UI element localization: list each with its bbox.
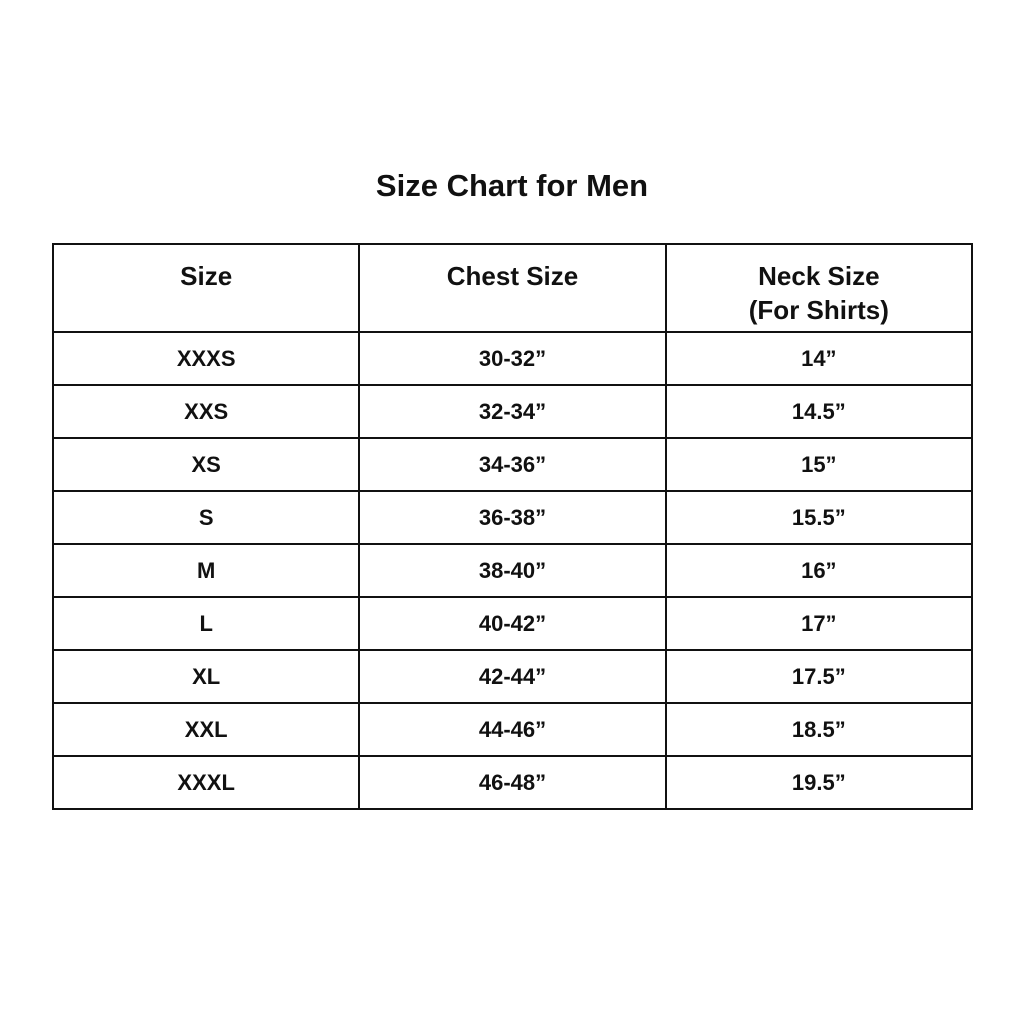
size-cell: XXXS xyxy=(51,331,361,386)
neck-size-cell: 19.5” xyxy=(664,755,974,810)
table-row: XXXL 46-48” 19.5” xyxy=(51,755,974,810)
size-cell: XL xyxy=(51,649,361,704)
size-cell: S xyxy=(51,490,361,545)
size-cell: M xyxy=(51,543,361,598)
table-row: XS 34-36” 15” xyxy=(51,437,974,492)
size-cell: XXL xyxy=(51,702,361,757)
table-row: XL 42-44” 17.5” xyxy=(51,649,974,704)
table-row: XXL 44-46” 18.5” xyxy=(51,702,974,757)
chest-size-cell: 46-48” xyxy=(358,755,667,810)
chest-size-cell: 40-42” xyxy=(358,596,667,651)
page-title: Size Chart for Men xyxy=(375,168,649,203)
chest-size-cell: 32-34” xyxy=(358,384,667,439)
neck-size-cell: 14” xyxy=(664,331,974,386)
neck-size-cell: 17” xyxy=(664,596,974,651)
chest-size-cell: 38-40” xyxy=(358,543,667,598)
chest-size-cell: 44-46” xyxy=(358,702,667,757)
header-neck-size: Neck Size (For Shirts) xyxy=(664,243,974,333)
table-row: S 36-38” 15.5” xyxy=(51,490,974,545)
size-cell: XXS xyxy=(51,384,361,439)
table-row: L 40-42” 17” xyxy=(51,596,974,651)
header-neck-size-subheader: (For Shirts) xyxy=(748,295,889,325)
neck-size-cell: 18.5” xyxy=(664,702,974,757)
size-cell: L xyxy=(51,596,361,651)
size-chart-table: Size Chest Size Neck Size (For Shirts) X… xyxy=(51,243,974,810)
table-row: M 38-40” 16” xyxy=(51,543,974,598)
size-cell: XS xyxy=(51,437,361,492)
header-size: Size xyxy=(51,243,361,333)
neck-size-cell: 15.5” xyxy=(664,490,974,545)
header-row: Size Chest Size Neck Size (For Shirts) xyxy=(51,243,974,333)
size-cell: XXXL xyxy=(51,755,361,810)
neck-size-cell: 15” xyxy=(664,437,974,492)
chest-size-cell: 34-36” xyxy=(358,437,667,492)
neck-size-cell: 16” xyxy=(664,543,974,598)
table-row: XXS 32-34” 14.5” xyxy=(51,384,974,439)
chest-size-cell: 36-38” xyxy=(358,490,667,545)
table-row: XXXS 30-32” 14” xyxy=(51,331,974,386)
neck-size-cell: 17.5” xyxy=(664,649,974,704)
chest-size-cell: 30-32” xyxy=(358,331,667,386)
header-neck-size-label: Neck Size xyxy=(758,261,880,291)
chest-size-cell: 42-44” xyxy=(358,649,667,704)
header-chest-size: Chest Size xyxy=(358,243,667,333)
neck-size-cell: 14.5” xyxy=(664,384,974,439)
